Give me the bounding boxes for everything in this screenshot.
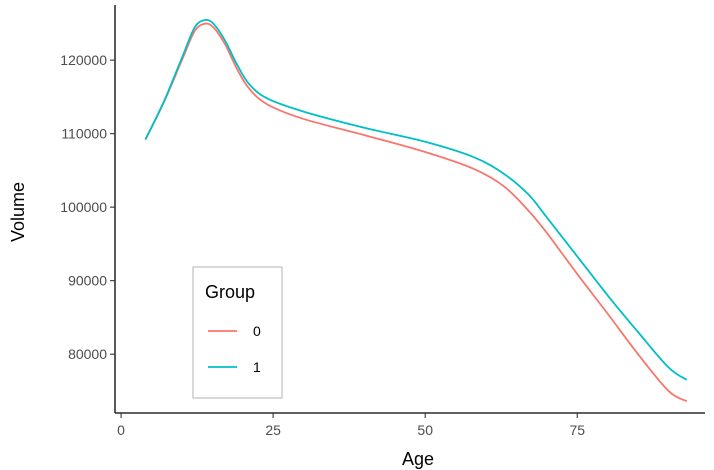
series-line-0 [144, 22, 688, 403]
series-layer [144, 18, 688, 403]
x-tick-label: 75 [569, 422, 585, 438]
series-line-1 [144, 18, 688, 381]
y-tick-label: 120000 [60, 52, 107, 68]
legend-label-1: 1 [253, 359, 261, 375]
x-tick-label: 0 [117, 422, 125, 438]
y-axis-ticks: 80000 90000 100000 110000 120000 [60, 52, 115, 362]
plot-area: 80000 90000 100000 110000 120000 0 25 50 75 [60, 5, 705, 438]
x-tick-label: 50 [417, 422, 433, 438]
legend-items: 01 [208, 323, 261, 375]
y-axis-title: Volume [8, 182, 28, 242]
y-tick-label: 90000 [68, 273, 107, 289]
legend-title: Group [205, 282, 255, 302]
y-tick-label: 100000 [60, 199, 107, 215]
x-axis-ticks: 0 25 50 75 [117, 413, 585, 438]
y-tick-label: 110000 [61, 126, 107, 142]
x-axis-title: Age [402, 449, 434, 469]
legend-label-0: 0 [253, 323, 261, 339]
x-tick-label: 25 [265, 422, 281, 438]
legend-box [192, 266, 283, 399]
legend: Group 01 [192, 266, 283, 399]
y-tick-label: 80000 [68, 346, 107, 362]
